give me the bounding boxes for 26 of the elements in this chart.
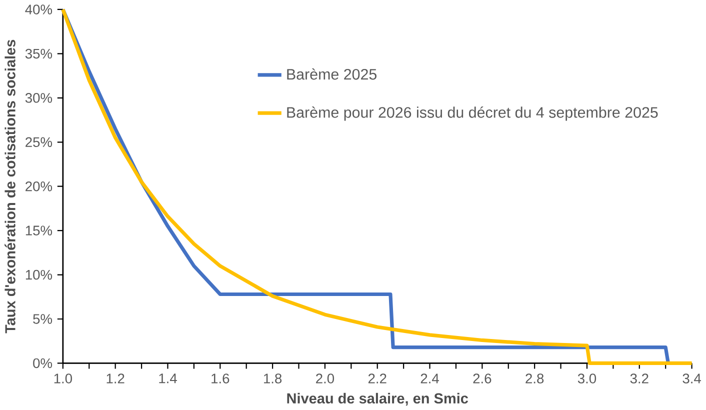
x-tick-label: 2.6	[473, 374, 492, 384]
x-tick-label: 2.0	[316, 374, 334, 384]
x-tick-label: 2.4	[420, 374, 439, 384]
y-tick-label: 0%	[33, 358, 52, 368]
y-axis-title: Taux d'exonération de cotisations sociales	[4, 40, 16, 334]
y-tick-label: 30%	[25, 92, 52, 103]
y-tick-label: 15%	[26, 226, 52, 236]
legend-label: Barème 2025	[287, 68, 376, 80]
y-tick-label: 5%	[33, 314, 52, 324]
legend-label: Barème pour 2026 issu du décret du 4 septembre 2025	[287, 106, 658, 121]
x-tick-label: 3.4	[682, 374, 701, 384]
x-tick-label: 3.2	[630, 374, 648, 384]
x-tick-label: 1.6	[212, 374, 230, 384]
y-tick-label: 20%	[26, 181, 52, 192]
x-tick-label: 2.2	[368, 374, 386, 384]
x-tick-label: 1.0	[54, 374, 72, 384]
x-tick-label: 1.4	[159, 373, 177, 384]
x-tick-label: 1.8	[264, 374, 282, 384]
x-tick-label: 2.8	[526, 374, 544, 384]
y-tick-label: 35%	[25, 48, 52, 58]
x-tick-label: 3.0	[578, 374, 596, 384]
y-tick-label: 40%	[25, 4, 52, 14]
x-tick-label: 1.2	[106, 374, 124, 384]
x-axis-title: Niveau de salaire, en Smic	[287, 392, 468, 406]
y-tick-label: 10%	[26, 270, 52, 280]
y-tick-label: 25%	[26, 137, 52, 147]
